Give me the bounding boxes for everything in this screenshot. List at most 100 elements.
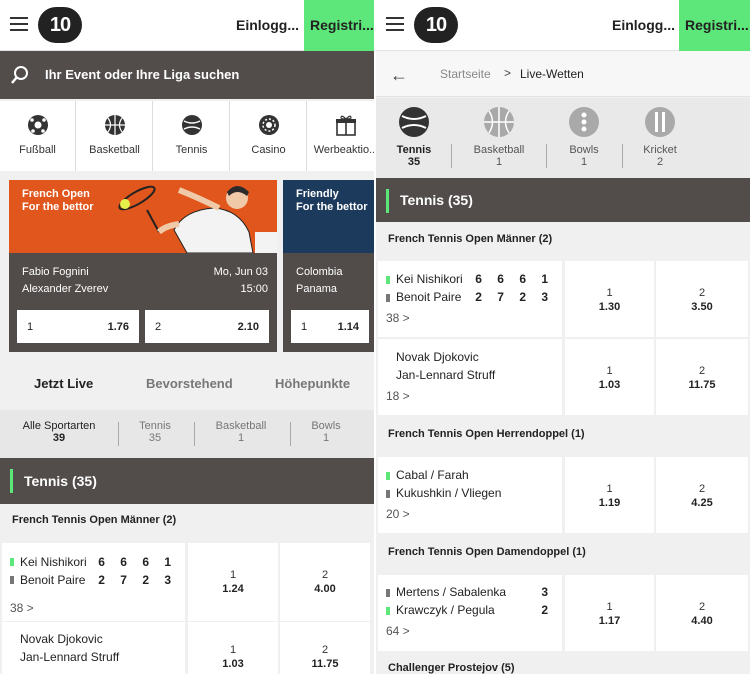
competition-title[interactable]: French Tennis Open Damendoppel (1) (388, 546, 586, 558)
event-row[interactable]: Kei Nishikori 6 6 6 1 Benoit Paire 2 7 2… (2, 543, 370, 621)
filter-label: Alle Sportarten (22, 420, 96, 432)
odds-button-away[interactable]: 2 4.25 (656, 457, 748, 533)
section-accent (386, 189, 389, 213)
sport-divider (451, 144, 452, 168)
tab-highlights[interactable]: Höhepunkte (275, 376, 351, 391)
promo-odds-button-2[interactable]: 2 2.10 (145, 310, 269, 343)
football-icon (28, 115, 48, 135)
hamburger-menu-icon[interactable] (386, 17, 404, 31)
live-tabs: Jetzt Live Bevorstehend Höhepunkte (0, 360, 374, 408)
tab-upcoming[interactable]: Bevorstehend (146, 376, 233, 391)
tile-label: Tennis (175, 144, 208, 156)
section-header-tennis[interactable]: Tennis (35) (0, 458, 374, 504)
hamburger-menu-icon[interactable] (10, 17, 28, 31)
sport-label: Basketball (473, 144, 525, 156)
filter-all-sports[interactable]: Alle Sportarten 39 (18, 420, 100, 444)
odds-value: 2.10 (237, 321, 259, 333)
competition-title[interactable]: French Tennis Open Männer (2) (388, 233, 553, 245)
tile-casino[interactable]: Casino (231, 101, 307, 171)
tile-basketball[interactable]: Basketball (77, 101, 153, 171)
competition-title[interactable]: French Tennis Open Männer (2) (12, 514, 177, 526)
filter-label: Bowls (311, 420, 341, 432)
tile-promotions[interactable]: Werbeaktio... (308, 101, 374, 171)
promo-odds-button-1[interactable]: 1 1.14 (291, 310, 369, 343)
more-markets-link[interactable]: 64 > (386, 624, 410, 638)
more-markets-link[interactable]: 18 > (386, 389, 410, 403)
event-teams[interactable]: Kei Nishikori 6 6 6 1 Benoit Paire 2 7 2… (2, 543, 185, 621)
top-bar: 10 Einlogg... Registri... (0, 0, 374, 51)
sport-divider (622, 144, 623, 168)
login-button[interactable]: Einlogg... (612, 17, 675, 33)
event-row[interactable]: Cabal / Farah Kukushkin / Vliegen 20 > 1… (378, 457, 748, 533)
player-indicator (10, 576, 14, 584)
odds-button-away[interactable]: 2 4.40 (656, 575, 748, 651)
sport-count: 2 (656, 156, 664, 168)
filter-basketball[interactable]: Basketball 1 (206, 420, 276, 444)
promo-card-french-open[interactable]: French Open For the bettor Fabio Fognini… (9, 180, 277, 352)
odds-button-away[interactable]: 2 11.75 (656, 339, 748, 415)
competition-title[interactable]: Challenger Prostejov (5) (388, 662, 515, 674)
section-title: Tennis (35) (400, 192, 473, 208)
10bet-logo[interactable]: 10 (38, 7, 82, 43)
register-button[interactable]: Registri... (304, 0, 374, 51)
10bet-logo[interactable]: 10 (414, 7, 458, 43)
odds-label: 2 (321, 569, 329, 581)
odds-label: 1 (27, 321, 34, 333)
login-button[interactable]: Einlogg... (236, 17, 299, 33)
odds-button-away[interactable]: 2 3.50 (656, 261, 748, 337)
sport-divider (546, 144, 547, 168)
score-1: 3 (541, 585, 554, 599)
odds-label: 1 (606, 601, 613, 613)
cricket-icon (645, 107, 675, 137)
section-header-tennis[interactable]: Tennis (35) (376, 178, 750, 222)
event-teams[interactable]: Kei Nishikori 6 6 6 1 Benoit Paire 2 7 2… (378, 261, 562, 337)
odds-label: 1 (606, 483, 613, 495)
odds-button-away[interactable]: 2 11.75 (280, 622, 370, 674)
odds-button-home[interactable]: 1 1.19 (565, 457, 654, 533)
odds-button-away[interactable]: 2 4.00 (280, 543, 370, 621)
sport-tab-cricket[interactable]: Kricket 2 (623, 98, 697, 180)
player-2: Kukushkin / Vliegen (396, 486, 502, 500)
breadcrumb-separator: > (504, 66, 512, 80)
breadcrumb-home[interactable]: Startseite (440, 67, 491, 81)
tile-label: Werbeaktio... (313, 144, 374, 156)
back-arrow-icon[interactable]: ← (390, 65, 408, 85)
promo-odds-button-1[interactable]: 1 1.76 (17, 310, 139, 343)
event-row[interactable]: Novak Djokovic Jan-Lennard Struff 1 1.03 … (2, 622, 370, 674)
event-teams[interactable]: Mertens / Sabalenka 3 Krawczyk / Pegula … (378, 575, 562, 651)
sport-count: 35 (407, 156, 421, 168)
sport-tab-basketball[interactable]: Basketball 1 (462, 98, 536, 180)
player-indicator (386, 589, 390, 597)
odds-value: 1.24 (222, 583, 244, 595)
tab-live-now[interactable]: Jetzt Live (34, 376, 94, 391)
odds-button-home[interactable]: 1 1.03 (188, 622, 278, 674)
event-teams[interactable]: Novak Djokovic Jan-Lennard Struff 18 > (378, 339, 562, 415)
odds-button-home[interactable]: 1 1.03 (565, 339, 654, 415)
tile-football[interactable]: Fußball (0, 101, 76, 171)
event-teams[interactable]: Novak Djokovic Jan-Lennard Struff (2, 622, 185, 674)
promo-team2: Panama (296, 283, 337, 295)
filter-bowls[interactable]: Bowls 1 (298, 420, 354, 444)
event-row[interactable]: Kei Nishikori 6 6 6 1 Benoit Paire 2 7 2… (378, 261, 748, 337)
section-accent (10, 469, 13, 493)
filter-tennis[interactable]: Tennis 35 (125, 420, 185, 444)
sport-tab-bowls[interactable]: Bowls 1 (547, 98, 621, 180)
odds-button-home[interactable]: 1 1.30 (565, 261, 654, 337)
more-markets-link[interactable]: 38 > (10, 601, 34, 615)
promo-card-friendly[interactable]: Friendly For the bettor Colombia Panama … (283, 180, 374, 352)
more-markets-link[interactable]: 38 > (386, 311, 410, 325)
more-markets-link[interactable]: 20 > (386, 507, 410, 521)
odds-button-home[interactable]: 1 1.24 (188, 543, 278, 621)
search-bar[interactable]: Ihr Event oder Ihre Liga suchen (0, 51, 374, 99)
register-button[interactable]: Registri... (679, 0, 750, 51)
event-row[interactable]: Mertens / Sabalenka 3 Krawczyk / Pegula … (378, 575, 748, 651)
basketball-icon (484, 107, 514, 137)
sport-label: Kricket (643, 144, 677, 156)
tile-tennis[interactable]: Tennis (154, 101, 230, 171)
event-teams[interactable]: Cabal / Farah Kukushkin / Vliegen 20 > (378, 457, 562, 533)
odds-button-home[interactable]: 1 1.17 (565, 575, 654, 651)
event-row[interactable]: Novak Djokovic Jan-Lennard Struff 18 > 1… (378, 339, 748, 415)
filter-count: 1 (237, 432, 245, 444)
sport-tab-tennis[interactable]: Tennis 35 (377, 98, 451, 180)
competition-title[interactable]: French Tennis Open Herrendoppel (1) (388, 428, 585, 440)
